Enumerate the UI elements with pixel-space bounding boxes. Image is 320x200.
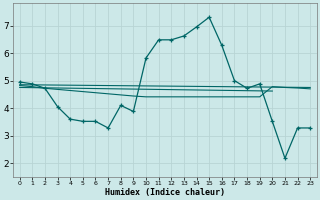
X-axis label: Humidex (Indice chaleur): Humidex (Indice chaleur) — [105, 188, 225, 197]
